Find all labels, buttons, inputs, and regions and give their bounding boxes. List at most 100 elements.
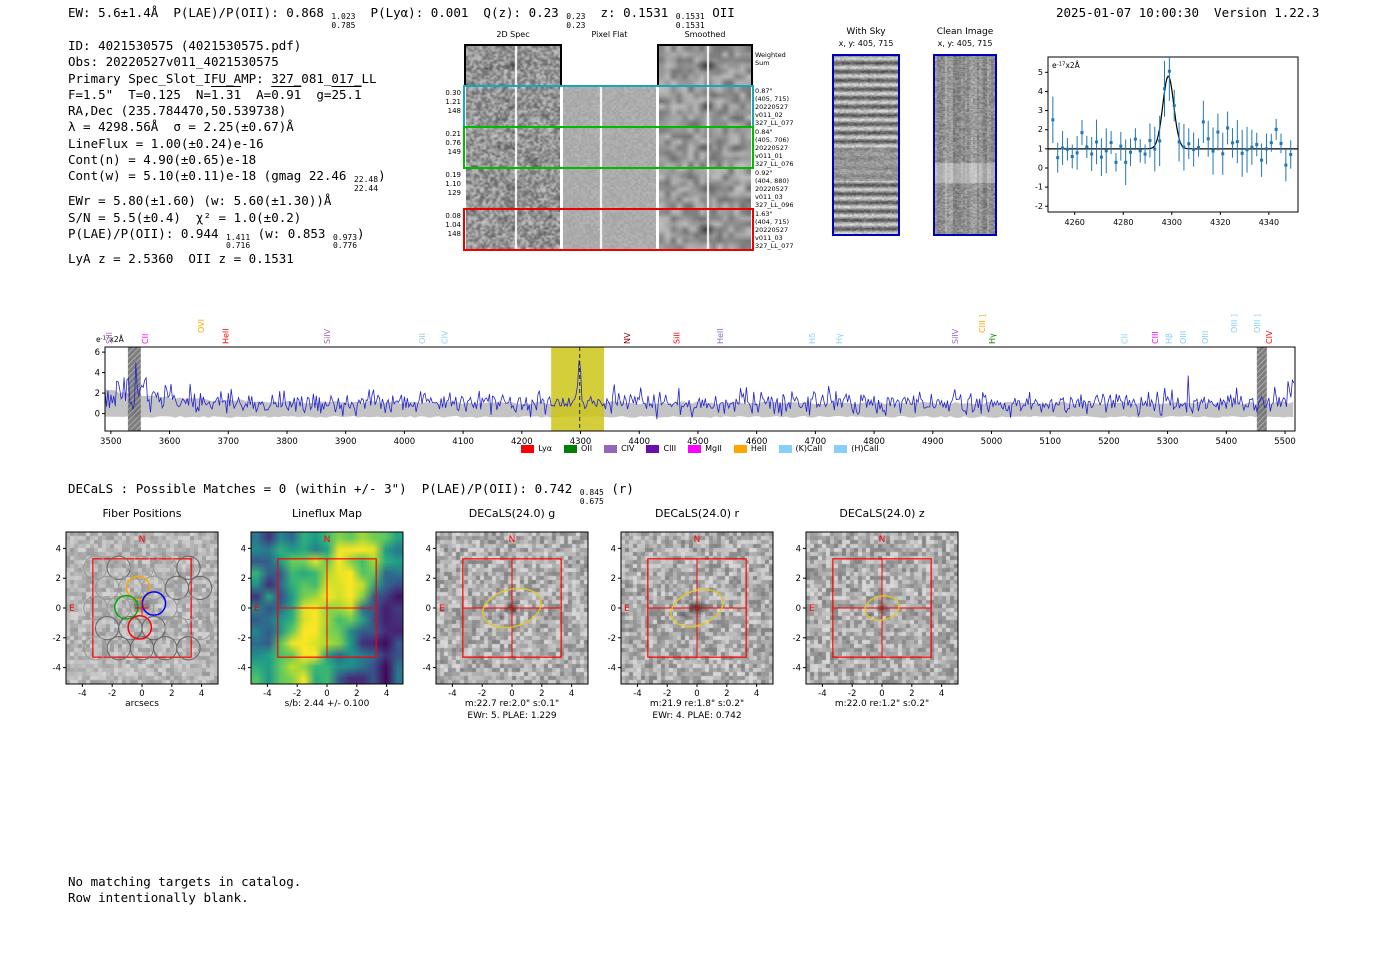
spec2d-fiber-weights: 0.30 1.21 148	[428, 89, 461, 116]
fraction-lower: 0.716	[226, 241, 251, 251]
cutout-image-fiber-0	[66, 532, 218, 684]
spec2d-fiber-weights: 0.21 0.76 149	[428, 130, 461, 157]
info-line: ID: 4021530575 (4021530575.pdf)	[68, 38, 386, 54]
text-segment: Obs: 20220527v011_4021530575	[68, 54, 279, 70]
spec2d-strip-flat-row1	[563, 87, 656, 126]
info-line: Primary Spec_Slot_IFU_AMP: 327_081_017_L…	[68, 71, 386, 87]
legend-swatch	[834, 444, 848, 453]
info-value: 20220527	[755, 185, 789, 193]
info-value: Sum	[755, 59, 770, 67]
spec2d-strip-smooth-row4	[659, 210, 751, 249]
cutout-title: DECaLS(24.0) z	[839, 507, 925, 520]
weight-value: 0.21	[445, 130, 461, 138]
weight-value: 1.21	[445, 98, 461, 106]
decals-match-line: DECaLS : Possible Matches = 0 (within +/…	[68, 481, 634, 506]
info-line: RA,Dec (235.784470,50.539738)	[68, 103, 386, 119]
fraction-upper: 1.411	[226, 232, 251, 242]
spec2d-strip-smooth-row1	[659, 87, 751, 126]
sky-panel-title: Clean Image	[936, 27, 994, 37]
weight-value: 1.04	[445, 221, 461, 229]
spec2d-strip-raw-row4	[466, 210, 560, 249]
text-segment: )	[378, 168, 386, 184]
legend-swatch	[564, 444, 578, 453]
cutout-title: Fiber Positions	[102, 507, 182, 520]
legend-item: HeII	[733, 444, 767, 453]
legend-swatch	[521, 444, 535, 453]
legend-swatch	[688, 444, 702, 453]
fraction-lower: 0.785	[331, 20, 356, 30]
spec2d-column-header: Smoothed	[684, 30, 726, 39]
weight-value: 0.19	[445, 171, 461, 179]
info-value: 327_LL_077	[755, 242, 794, 250]
legend-item: (K)CaII	[778, 444, 822, 453]
text-segment: (r)	[603, 481, 634, 496]
cutout-xlabel: m:22.0 re:1.2" s:0.2"	[834, 699, 930, 709]
spec2d-fiber-weights: 0.08 1.04 148	[428, 212, 461, 239]
sky-panel-frame	[832, 54, 900, 236]
detection-info-block: ID: 4021530575 (4021530575.pdf) Obs: 2022…	[68, 38, 386, 267]
spec2d-fiber-info: Weighted Sum	[755, 51, 825, 67]
spec2d-strip-raw-row0	[464, 44, 562, 87]
weight-value: 0.08	[445, 212, 461, 220]
fraction-lower: 0.675	[579, 496, 604, 506]
fraction-lower: 22.44	[353, 183, 379, 193]
footer-line: Row intentionally blank.	[68, 890, 249, 906]
legend-label: OII	[581, 444, 593, 453]
spectrum-legend: Lyα OII CIV CIII MgII HeII (K)CaII (H)CaII	[0, 444, 1400, 453]
text-segment: P(LAE)/P(OII): 0.944	[68, 225, 227, 241]
legend-item: CIII	[646, 444, 676, 453]
cutout-image-image-2	[436, 532, 588, 684]
sky-panel-coords: x, y: 405, 715	[937, 39, 993, 48]
legend-label: HeII	[750, 444, 767, 453]
cutout-title: DECaLS(24.0) r	[654, 507, 740, 520]
info-value: v011_03	[755, 193, 783, 201]
legend-swatch	[778, 444, 792, 453]
text-segment: LineFlux = 1.00(±0.24)e-16	[68, 135, 264, 151]
legend-swatch	[646, 444, 660, 453]
spec2d-strip-smooth-row0	[657, 44, 753, 87]
fraction-upper: 1.023	[331, 12, 356, 21]
info-line: P(LAE)/P(OII): 0.944 1.411 0.716 (w: 0.85…	[68, 226, 386, 251]
info-value: v011_02	[755, 111, 783, 119]
info-value: (405, 706)	[755, 136, 790, 144]
with-sky-image	[834, 56, 898, 234]
text-segment: ID: 4021530575 (4021530575.pdf)	[68, 38, 302, 53]
legend-label: CIV	[621, 444, 635, 453]
text-segment: EWr = 5.80(±1.60) (w: 5.60(±1.30))Å	[68, 193, 332, 209]
text-segment: F=1.5" T=0.125 N=	[68, 86, 211, 102]
stacked-fraction: 0.1531 0.1531	[676, 12, 705, 30]
info-value: 327_LL_096	[755, 201, 794, 209]
sky-panel-coords: x, y: 405, 715	[838, 39, 894, 48]
overlined-value: 0.91	[271, 86, 302, 102]
legend-swatch	[733, 444, 747, 453]
cutout-image-image-4	[806, 532, 958, 684]
text-segment: λ = 4298.56Å σ = 2.25(±0.67)Å	[68, 119, 294, 135]
text-segment: P(Lyα): 0.001 Q(z): 0.23	[355, 5, 567, 20]
legend-swatch	[604, 444, 618, 453]
stacked-fraction: 0.845 0.675	[579, 488, 604, 506]
legend-label: (H)CaII	[851, 444, 879, 453]
stacked-fraction: 22.48 22.44	[354, 176, 378, 193]
legend-item: CIV	[604, 444, 634, 453]
spec2d-strip-raw-row1	[466, 87, 560, 126]
spec2d-fiber-info: 1.63" (404, 715) 20220527 v011_03 327_LL_077	[755, 210, 825, 250]
cutout-xlabel: m:22.7 re:2.0" s:0.1"	[464, 699, 560, 709]
cutout-xlabel: s/b: 2.44 +/- 0.100	[284, 699, 370, 709]
info-value: Weighted	[755, 51, 786, 59]
fraction-upper: 0.973	[332, 232, 358, 242]
weight-value: 149	[447, 148, 461, 156]
weight-value: 148	[447, 107, 461, 115]
legend-item: Lyα	[521, 444, 552, 453]
info-line: LineFlux = 1.00(±0.24)e-16	[68, 136, 386, 152]
weight-value: 129	[447, 189, 461, 197]
footer-notes: No matching targets in catalog. Row inten…	[68, 874, 301, 907]
cutout-title: DECaLS(24.0) g	[468, 507, 556, 520]
sky-panel-title: With Sky	[846, 27, 886, 37]
legend-item: OII	[564, 444, 592, 453]
spec2d-strip-flat-row3	[563, 169, 656, 208]
info-line: Cont(n) = 4.90(±0.65)e-18	[68, 152, 386, 168]
fraction-lower: 0.23	[566, 20, 586, 30]
text-segment: (w: 0.853	[250, 225, 333, 241]
